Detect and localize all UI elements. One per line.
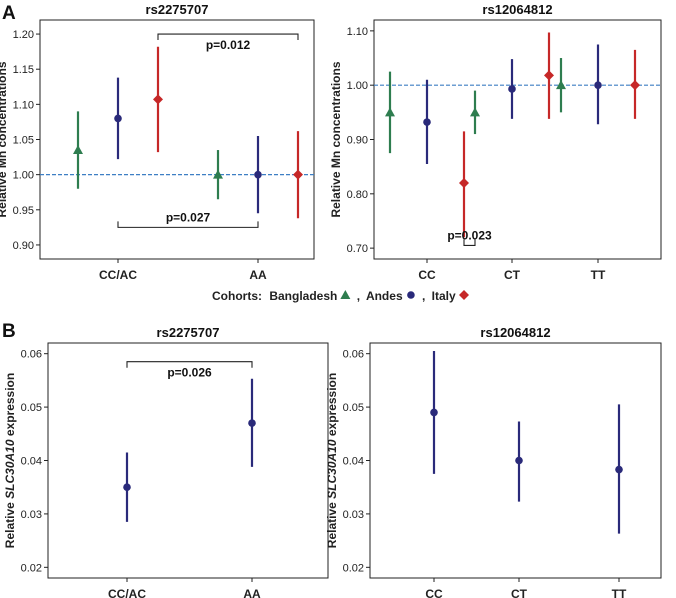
- y-axis-label-part: Relative: [325, 499, 339, 548]
- data-point: [114, 114, 122, 123]
- legend-sep-andes: ,: [422, 289, 425, 303]
- chart-title: rs12064812: [480, 325, 550, 340]
- legend-sep-bangladesh: ,: [357, 289, 360, 303]
- legend-text: Cohorts: Bangladesh , Andes , Italy: [212, 289, 456, 303]
- plot-frame: [373, 19, 662, 260]
- legend-title: Cohorts:: [212, 289, 262, 303]
- cohort-legend: Cohorts: Bangladesh , Andes , Italy: [212, 289, 469, 303]
- y-axis-label: Relative Mn concentrations: [329, 61, 343, 217]
- data-point: [470, 107, 480, 117]
- data-point: [556, 80, 566, 90]
- y-tick-label: 1.10: [347, 26, 368, 38]
- data-point: [248, 419, 256, 427]
- data-point: [423, 118, 431, 126]
- data-point: [123, 483, 131, 492]
- legend-triangle-icon: [340, 290, 351, 299]
- y-axis-label: Relative SLC30A10 expression: [325, 373, 339, 548]
- x-tick-label: AA: [243, 587, 261, 598]
- chart-b-rs12064812: rs12064812 0.02 0.03 0.04 0.05 0.06 CC CT TT Rela…: [325, 325, 662, 598]
- y-axis-label: Relative Mn concentrations: [0, 61, 9, 217]
- chart-title: rs12064812: [482, 2, 552, 17]
- data-point: [254, 170, 262, 179]
- data-point: [459, 177, 469, 188]
- significance-bracket: [463, 239, 476, 246]
- y-tick-label: 0.03: [21, 509, 42, 521]
- y-tick-label: 0.90: [13, 240, 34, 252]
- chart-a-rs12064812: rs12064812 0.70 0.80 0.90 1.00 1.10 CC CT TT Rela…: [329, 2, 662, 282]
- legend-label-andes: Andes: [366, 289, 403, 303]
- y-tick-label: 0.70: [347, 243, 368, 255]
- panel-label-b: B: [2, 321, 16, 342]
- y-axis-label-part: SLC30A10: [3, 439, 17, 499]
- y-tick-label: 0.02: [343, 562, 364, 574]
- legend-circle-icon: [407, 291, 415, 299]
- data-point: [615, 465, 623, 474]
- y-tick-label: 0.04: [343, 456, 364, 468]
- x-tick-label: CC/AC: [108, 587, 146, 598]
- y-axis-label-part: Relative: [3, 499, 17, 548]
- x-tick-label: TT: [591, 268, 606, 282]
- y-tick-label: 0.02: [21, 562, 42, 574]
- significance-bracket: [117, 221, 259, 228]
- data-point: [73, 145, 83, 155]
- y-axis-label: Relative SLC30A10 expression: [3, 373, 17, 548]
- y-tick-label: 1.20: [13, 29, 34, 41]
- chart-title: rs2275707: [157, 325, 220, 340]
- data-point: [153, 94, 163, 105]
- y-tick-label: 0.90: [347, 135, 368, 147]
- legend-label-bangladesh: Bangladesh: [269, 289, 337, 303]
- y-tick-label: 0.80: [347, 189, 368, 201]
- p-value-label: p=0.023: [447, 228, 492, 242]
- data-point: [385, 107, 395, 117]
- y-tick-label: 1.00: [13, 170, 34, 182]
- y-axis-label-part: expression: [3, 373, 17, 440]
- x-tick-label: CT: [504, 268, 521, 282]
- y-tick-label: 0.03: [343, 509, 364, 521]
- data-point: [213, 169, 223, 179]
- chart-a-rs2275707: rs2275707 0.90 0.95 1.00 1.05 1.10 1.15 1.20 CC/…: [0, 2, 315, 282]
- y-axis-label-part: expression: [325, 373, 339, 440]
- chart-b-rs2275707: rs2275707 0.02 0.03 0.04 0.05 0.06 CC/AC AA Rela…: [3, 325, 329, 598]
- data-point: [594, 81, 602, 89]
- data-point: [544, 70, 554, 81]
- data-point: [430, 408, 438, 417]
- y-tick-label: 0.95: [13, 205, 34, 217]
- y-axis-label-part: SLC30A10: [325, 439, 339, 499]
- chart-title: rs2275707: [146, 2, 209, 17]
- y-tick-label: 0.05: [21, 402, 42, 414]
- y-tick-label: 1.15: [13, 64, 34, 76]
- x-tick-label: CC: [425, 587, 443, 598]
- p-value-label: p=0.027: [166, 210, 211, 224]
- y-tick-label: 1.05: [13, 135, 34, 147]
- data-point: [515, 456, 523, 465]
- x-tick-label: CC/AC: [99, 268, 137, 282]
- x-tick-label: AA: [249, 268, 267, 282]
- y-tick-label: 0.06: [21, 349, 42, 361]
- y-tick-label: 0.06: [343, 349, 364, 361]
- x-tick-label: CC: [418, 268, 436, 282]
- y-tick-label: 1.00: [347, 80, 368, 92]
- panel-label-a: A: [2, 3, 16, 24]
- x-tick-label: CT: [511, 587, 528, 598]
- significance-bracket: [126, 361, 253, 368]
- x-tick-label: TT: [612, 587, 627, 598]
- data-point: [630, 80, 640, 91]
- data-point: [293, 169, 303, 180]
- legend-diamond-icon: [458, 290, 469, 300]
- data-point: [508, 85, 516, 93]
- y-tick-label: 0.04: [21, 456, 42, 468]
- p-value-label: p=0.026: [167, 366, 212, 380]
- significance-bracket: [157, 33, 299, 41]
- y-tick-label: 0.05: [343, 402, 364, 414]
- p-value-label: p=0.012: [206, 38, 251, 52]
- y-tick-label: 1.10: [13, 99, 34, 111]
- legend-label-italy: Italy: [432, 289, 456, 303]
